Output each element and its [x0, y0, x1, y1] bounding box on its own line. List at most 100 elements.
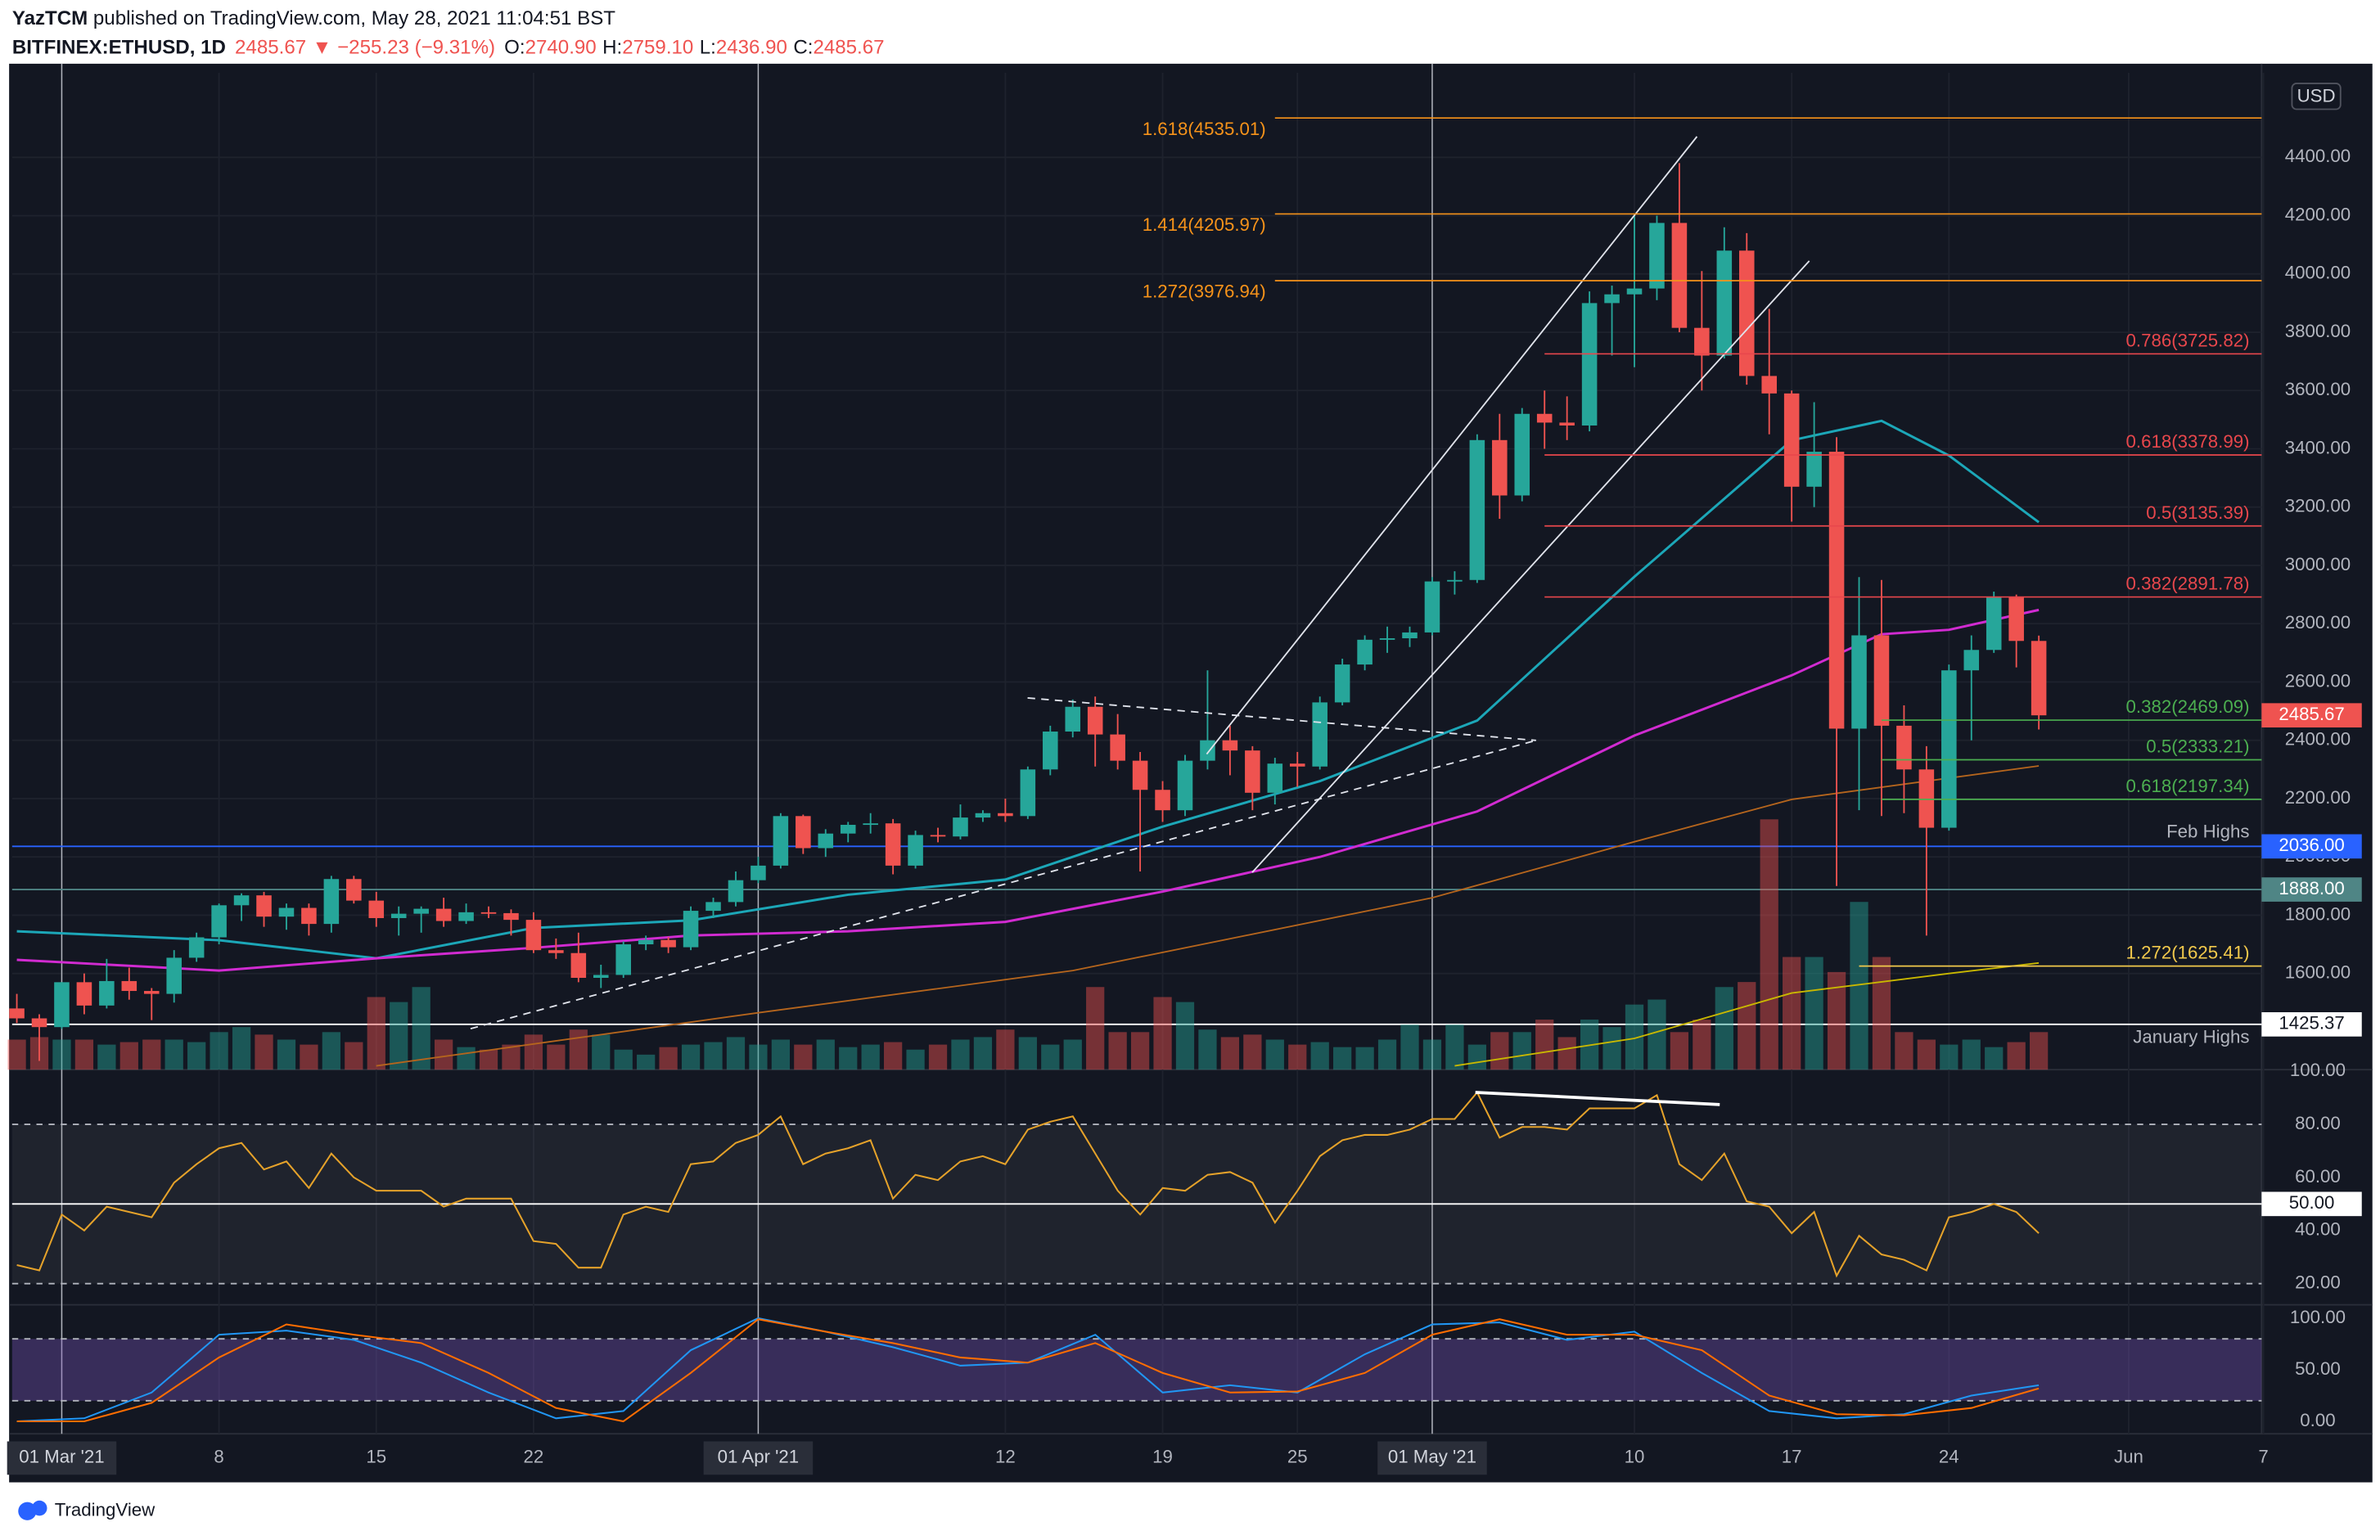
drawings — [470, 136, 1810, 1106]
level-label: 2036.00 — [2279, 835, 2344, 855]
candle-body — [1424, 581, 1440, 633]
candle-body — [525, 920, 542, 951]
moving-average — [376, 765, 2040, 1067]
volume-bar — [1827, 971, 1846, 1070]
candle-body — [863, 823, 878, 826]
candle-body — [480, 912, 497, 914]
candle-body — [323, 879, 340, 925]
candle-body — [143, 991, 160, 994]
candle-body — [1312, 702, 1327, 767]
volume-bar — [1310, 1042, 1329, 1070]
x-tick-box — [7, 1441, 117, 1475]
volume-bar — [1063, 1039, 1082, 1070]
candle-body — [1896, 725, 1912, 770]
candle-body — [1806, 452, 1822, 487]
candle-body — [435, 908, 452, 921]
volume-bar — [457, 1047, 476, 1070]
trend-line — [1027, 697, 1536, 741]
x-tick-label: 01 Apr '21 — [718, 1447, 800, 1467]
candle-body — [1941, 670, 1957, 828]
ohlc-value: 2740.90 — [525, 37, 597, 59]
candle-body — [1514, 413, 1530, 496]
level-name: January Highs — [2133, 1026, 2249, 1047]
candle-body — [1873, 635, 1890, 726]
candle-body — [121, 980, 137, 992]
volume-bar — [861, 1044, 880, 1070]
candle-body — [1671, 223, 1688, 328]
fib-label: 0.786(3725.82) — [2126, 330, 2250, 350]
x-tick-label: 12 — [995, 1447, 1016, 1467]
fib-label: 0.382(2891.78) — [2126, 574, 2250, 594]
volume-bar — [345, 1042, 363, 1070]
volume-bar — [1872, 957, 1891, 1070]
candle-body — [1694, 327, 1710, 356]
candle-body — [705, 902, 721, 912]
moving-average — [1454, 961, 2040, 1067]
stoch-tick-label: 50.00 — [2295, 1358, 2341, 1379]
x-tick-label: 15 — [366, 1447, 386, 1467]
volume-bar — [681, 1044, 701, 1070]
volume-bar — [1130, 1032, 1150, 1070]
rsi-tick-label: 80.00 — [2295, 1113, 2341, 1133]
volume-bar — [1760, 819, 1778, 1070]
volume-bar — [2007, 1042, 2026, 1070]
volume-bar — [390, 1002, 408, 1070]
x-tick-box — [1377, 1441, 1487, 1475]
x-tick-box — [703, 1441, 814, 1475]
level-badge — [2261, 1012, 2362, 1037]
volume-bar — [726, 1037, 746, 1070]
logo: TradingView — [18, 1500, 156, 1520]
volume-bar — [1715, 987, 1733, 1070]
volume-bar — [434, 1039, 453, 1070]
candle-body — [76, 982, 92, 1006]
volume-bar — [1086, 987, 1105, 1070]
x-tick-label: Jun — [2114, 1447, 2143, 1467]
volume-bar — [502, 1044, 521, 1070]
y-tick-label: 1800.00 — [2285, 903, 2351, 924]
volume-bar — [928, 1044, 948, 1070]
candle-body — [638, 939, 654, 945]
volume-bar — [771, 1039, 791, 1070]
volume-bar — [1557, 1037, 1576, 1070]
volume-bar — [592, 1034, 611, 1070]
candle-body — [1626, 288, 1643, 295]
rsi-tick-label: 100.00 — [2290, 1060, 2346, 1080]
candle-body — [1222, 740, 1238, 751]
candle-body — [840, 824, 856, 834]
candle-body — [1289, 763, 1305, 767]
level-label: 1425.37 — [2279, 1013, 2344, 1033]
volume-bar — [1422, 1039, 1442, 1070]
volume-bar — [1805, 957, 1823, 1070]
x-tick-label: 22 — [524, 1447, 544, 1467]
volume-bar — [277, 1039, 296, 1070]
divergence-line — [1475, 1091, 1720, 1106]
volume-bar — [412, 987, 430, 1070]
trend-line — [1206, 136, 1698, 755]
currency-box — [2291, 83, 2342, 110]
candle-body — [1402, 632, 1418, 639]
fib-label: 0.618(2197.34) — [2126, 776, 2250, 796]
level-badge — [2261, 877, 2362, 902]
volume-bar — [1377, 1039, 1397, 1070]
volume-bar — [97, 1044, 116, 1070]
candle-body — [998, 813, 1013, 817]
grid-layer — [11, 63, 2265, 1434]
candle-body — [908, 835, 923, 866]
candle-body — [346, 879, 362, 901]
candle-body — [1536, 413, 1553, 423]
volume-bar — [1850, 902, 1868, 1070]
candle-body — [188, 937, 205, 958]
candle-body — [458, 912, 474, 921]
candle-body — [1110, 734, 1125, 761]
y-tick-label: 3200.00 — [2285, 496, 2351, 516]
volume-bar — [906, 1049, 925, 1070]
candle-body — [615, 944, 631, 975]
volume-bar — [973, 1037, 993, 1070]
volume-bar — [1940, 1044, 1959, 1070]
volume-bar — [884, 1042, 903, 1070]
candle-body — [1447, 579, 1463, 582]
ohlc-key: H: — [602, 37, 622, 59]
candle-layer — [9, 163, 2047, 1061]
candle-body — [1379, 638, 1395, 640]
